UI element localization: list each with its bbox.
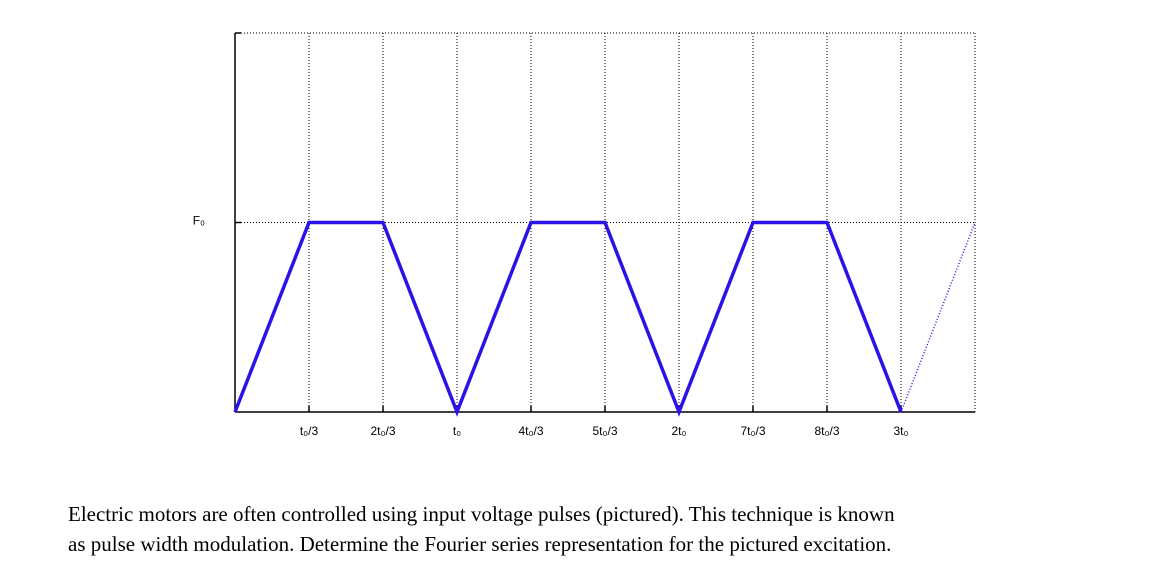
- caption-line: as pulse width modulation. Determine the…: [68, 532, 892, 556]
- x-tick-label: 5t₀/3: [593, 424, 618, 438]
- x-tick-label: 4t₀/3: [519, 424, 544, 438]
- x-tick-label: 2t₀/3: [371, 424, 396, 438]
- x-tick-label: 8t₀/3: [815, 424, 840, 438]
- x-tick-label: t₀/3: [300, 424, 319, 438]
- caption-line: Electric motors are often controlled usi…: [68, 502, 895, 526]
- x-tick-label: 7t₀/3: [741, 424, 766, 438]
- chart: t₀/3 2t₀/3 t₀ 4t₀/3 5t₀/3 2t₀ 7t₀/3 8t₀/3 3t₀ F₀: [193, 32, 976, 438]
- line-series: [233, 220, 903, 417]
- y-tick-label: F₀: [193, 214, 205, 228]
- line-series: [900, 222, 976, 413]
- x-tick-label: t₀: [453, 424, 461, 438]
- x-tick-label: 3t₀: [894, 424, 909, 438]
- x-tick-label: 2t₀: [672, 424, 687, 438]
